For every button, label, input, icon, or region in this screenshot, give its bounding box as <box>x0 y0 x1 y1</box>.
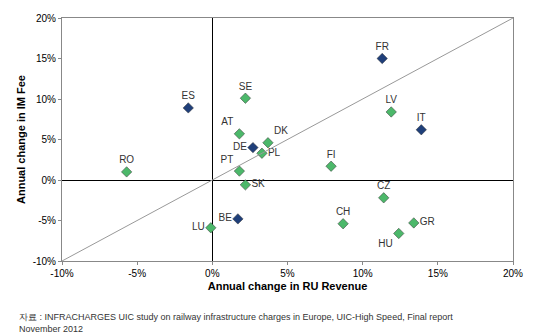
svg-text:Annual change in RU Revenue: Annual change in RU Revenue <box>208 280 368 292</box>
svg-text:10%: 10% <box>353 268 373 279</box>
svg-text:자료 : INFRACHARGES UIC study on: 자료 : INFRACHARGES UIC study on railway i… <box>19 312 453 333</box>
svg-text:BE: BE <box>219 212 233 223</box>
svg-text:IT: IT <box>417 112 426 123</box>
svg-text:15%: 15% <box>428 268 448 279</box>
svg-text:-10%: -10% <box>50 268 73 279</box>
svg-text:5%: 5% <box>280 268 295 279</box>
svg-text:RO: RO <box>119 154 134 165</box>
svg-text:LU: LU <box>192 221 205 232</box>
svg-text:PT: PT <box>221 154 234 165</box>
svg-text:-10%: -10% <box>33 256 56 267</box>
svg-text:DE: DE <box>233 141 247 152</box>
svg-text:SK: SK <box>251 178 265 189</box>
svg-text:0%: 0% <box>205 268 220 279</box>
svg-text:PL: PL <box>268 147 281 158</box>
svg-text:GR: GR <box>420 216 435 227</box>
svg-text:CZ: CZ <box>377 180 390 191</box>
svg-text:ES: ES <box>182 90 196 101</box>
svg-text:DK: DK <box>274 125 288 136</box>
svg-text:CH: CH <box>336 206 350 217</box>
svg-text:FI: FI <box>327 149 336 160</box>
svg-text:20%: 20% <box>503 268 523 279</box>
svg-text:Annual change in IM Fee: Annual change in IM Fee <box>15 75 27 204</box>
svg-text:5%: 5% <box>42 134 57 145</box>
svg-text:-5%: -5% <box>38 215 56 226</box>
svg-text:0%: 0% <box>42 175 57 186</box>
svg-text:HU: HU <box>378 238 392 249</box>
svg-text:20%: 20% <box>36 13 56 24</box>
svg-text:10%: 10% <box>36 94 56 105</box>
svg-text:-5%: -5% <box>128 268 146 279</box>
svg-text:FR: FR <box>376 41 389 52</box>
svg-text:15%: 15% <box>36 53 56 64</box>
svg-text:SE: SE <box>239 81 253 92</box>
svg-text:AT: AT <box>221 116 233 127</box>
svg-text:LV: LV <box>385 94 397 105</box>
